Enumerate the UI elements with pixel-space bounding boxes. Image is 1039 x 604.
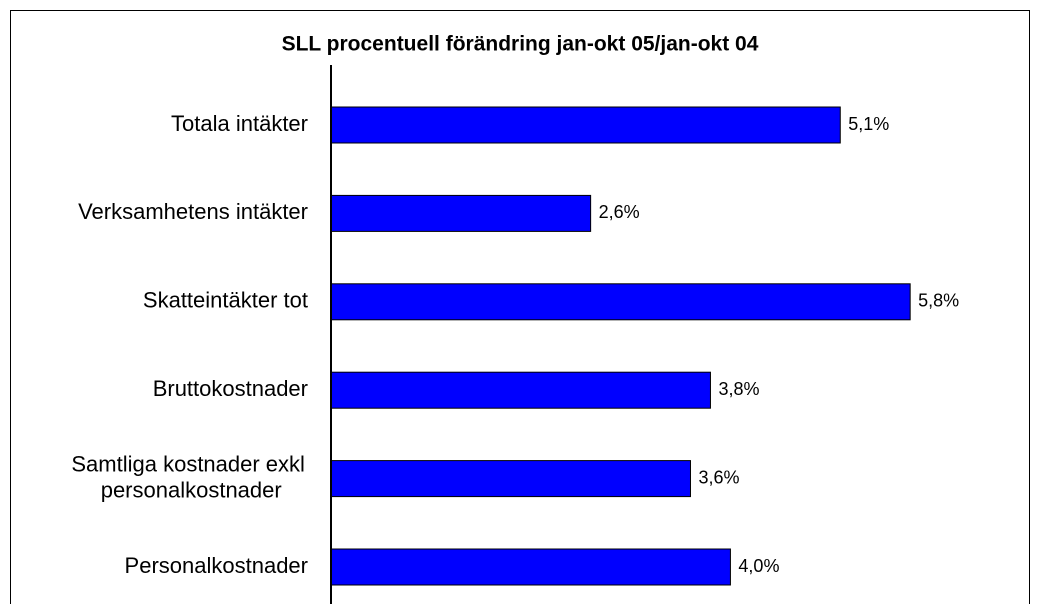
y-tick-label: Samtliga kostnader exkl personalkostnade… xyxy=(71,451,311,502)
bar xyxy=(330,460,691,498)
chart-title: SLL procentuell förändring jan-okt 05/ja… xyxy=(282,33,759,56)
y-tick-label: Verksamhetens intäkter xyxy=(78,199,308,224)
y-tick-label: Personalkostnader xyxy=(125,553,308,578)
bar xyxy=(330,283,911,321)
y-tick-label: Skatteintäkter tot xyxy=(143,288,308,313)
value-label: 3,8% xyxy=(718,379,759,399)
value-label: 3,6% xyxy=(698,467,739,487)
bar xyxy=(330,371,711,409)
bar xyxy=(330,194,592,232)
value-label: 4,0% xyxy=(738,556,779,576)
bar xyxy=(330,106,841,144)
value-label: 2,6% xyxy=(599,202,640,222)
y-tick-label: Bruttokostnader xyxy=(153,376,308,401)
bar xyxy=(330,548,731,586)
y-tick-label: Totala intäkter xyxy=(171,111,308,136)
value-label: 5,1% xyxy=(848,114,889,134)
value-label: 5,8% xyxy=(918,291,959,311)
